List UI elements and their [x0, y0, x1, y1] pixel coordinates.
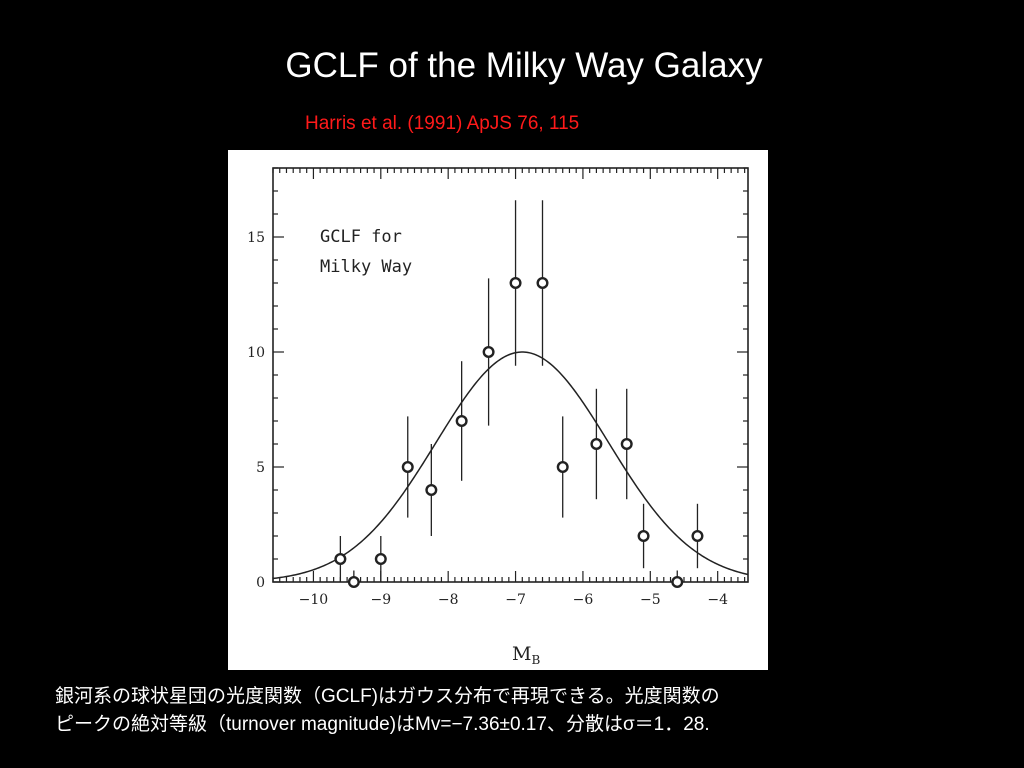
y-tick-label: 10 — [247, 345, 265, 361]
data-point — [590, 438, 603, 451]
x-tick-label: −10 — [299, 592, 329, 608]
caption-line-1: 銀河系の球状星団の光度関数（GCLF)はガウス分布で再現できる。光度関数の — [55, 686, 720, 707]
x-tick-label: −9 — [370, 592, 391, 608]
slide-title: GCLF of the Milky Way Galaxy — [285, 46, 763, 85]
x-tick-label: −5 — [640, 592, 661, 608]
data-point — [347, 576, 360, 589]
data-point — [334, 553, 347, 566]
data-point — [691, 530, 704, 543]
data-point — [671, 576, 684, 589]
x-axis-label-main: M — [512, 643, 531, 665]
data-point — [374, 553, 387, 566]
x-tick-label: −8 — [438, 592, 459, 608]
legend-line-1: GCLF for — [320, 227, 402, 247]
x-tick-label: −7 — [505, 592, 526, 608]
data-point — [425, 484, 438, 497]
y-tick-label: 0 — [256, 575, 265, 591]
x-tick-label: −6 — [573, 592, 594, 608]
caption: 銀河系の球状星団の光度関数（GCLF)はガウス分布で再現できる。光度関数の ピー… — [55, 683, 1015, 739]
data-point — [620, 438, 633, 451]
data-point — [401, 461, 414, 474]
data-point — [482, 345, 495, 358]
data-point — [637, 530, 650, 543]
caption-line-2: ピークの絶対等級（turnover magnitude)はMv=−7.36±0.… — [55, 714, 710, 735]
y-tick-label: 5 — [256, 460, 265, 476]
data-point — [509, 276, 522, 289]
y-tick-label: 15 — [247, 230, 265, 246]
gaussian-fit-curve — [272, 351, 749, 580]
x-axis-label: MB — [512, 643, 540, 667]
data-point — [536, 276, 549, 289]
x-tick-label: −4 — [707, 592, 728, 608]
data-point — [455, 415, 468, 428]
gclf-figure: −10 −9 −8 −7 −6 −5 −4 0 5 10 15 GCLF for Milky Way… — [228, 150, 768, 670]
gclf-chart: −10 −9 −8 −7 −6 −5 −4 0 5 10 15 GCLF for Milky Way… — [247, 167, 749, 667]
data-point — [556, 461, 569, 474]
legend-line-2: Milky Way — [320, 257, 412, 277]
x-axis-label-subscript: B — [531, 653, 540, 667]
citation: Harris et al. (1991) ApJS 76, 115 — [305, 113, 580, 134]
